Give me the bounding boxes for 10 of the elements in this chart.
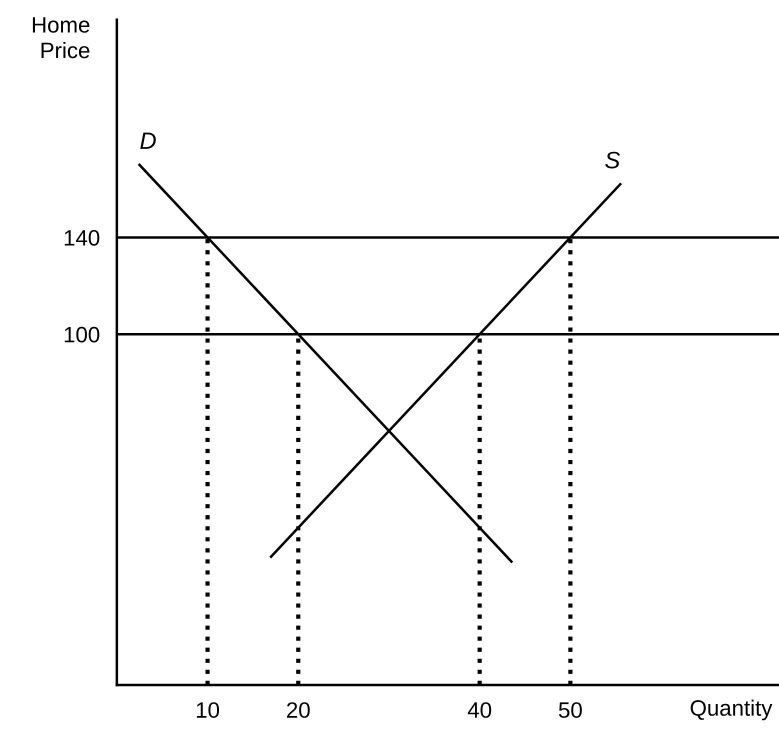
x-tick-label: 40 (468, 702, 492, 718)
x-tick-label: 10 (196, 702, 220, 718)
y-tick-label: 140 (64, 230, 100, 246)
series-label: S (605, 152, 620, 168)
x-tick-label: 20 (287, 702, 310, 718)
y-tick-label: 100 (64, 326, 100, 342)
y-axis-title: Home Price (32, 17, 90, 58)
x-axis-title: Quantity (690, 700, 772, 720)
x-tick-label: 50 (558, 702, 582, 718)
series-label: D (140, 132, 156, 149)
